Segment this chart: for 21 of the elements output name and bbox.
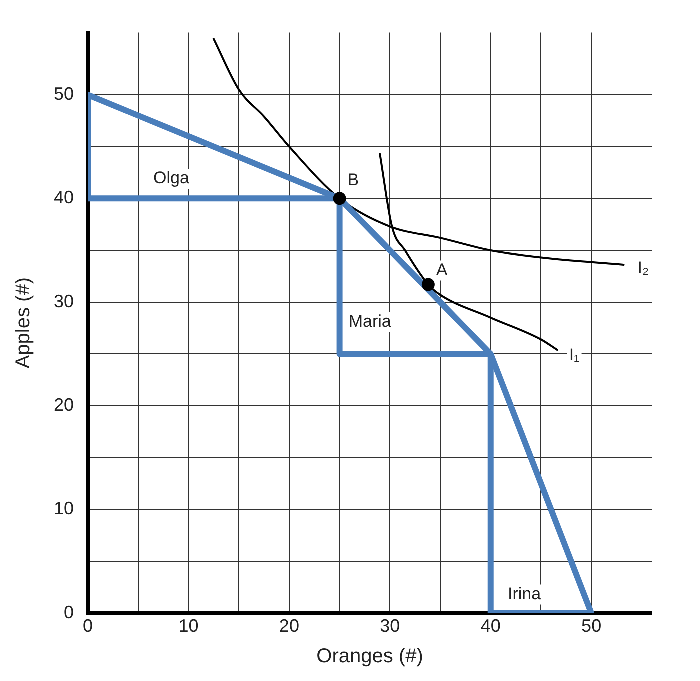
annotation: Irina	[508, 584, 542, 604]
y-tick-label: 20	[54, 395, 74, 416]
x-tick-label: 20	[279, 616, 300, 636]
annotation: I₂	[638, 258, 650, 278]
x-tick-label: 10	[178, 616, 199, 636]
x-tick-label: 0	[83, 616, 94, 636]
y-tick-label: 40	[54, 188, 74, 208]
y-tick-label: 30	[54, 291, 74, 312]
annotation: Maria	[348, 312, 392, 331]
annotation: A	[436, 260, 448, 280]
annotation: Olga	[153, 168, 190, 188]
y-tick-label: 50	[54, 84, 74, 104]
y-tick-label: 10	[54, 498, 74, 519]
annotation: B	[348, 170, 360, 190]
y-tick-label: 0	[64, 602, 74, 622]
x-tick-label: 40	[480, 616, 501, 636]
x-tick-label: 50	[582, 616, 602, 636]
x-axis-title: Oranges (#)	[316, 646, 424, 668]
annotation: I₁	[569, 346, 580, 365]
y-axis-title: Apples (#)	[12, 278, 35, 369]
x-tick-label: 30	[380, 616, 400, 636]
